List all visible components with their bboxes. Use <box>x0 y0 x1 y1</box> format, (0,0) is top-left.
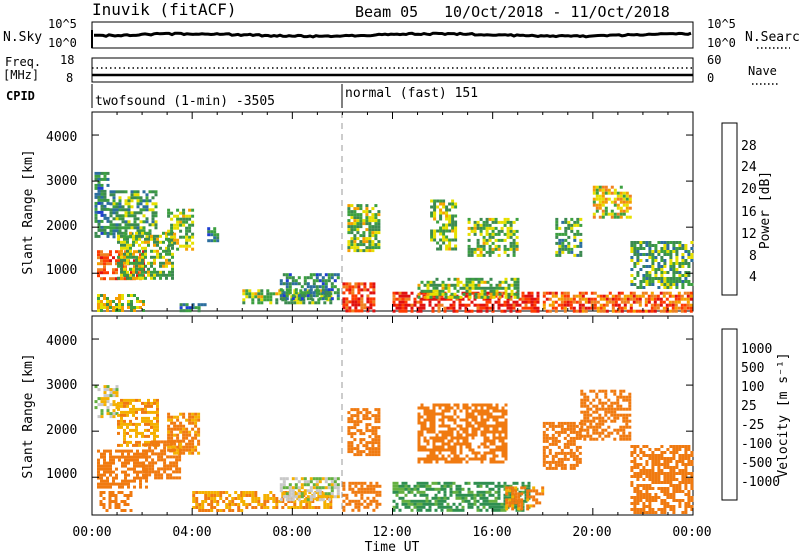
velocity-cbar-label: Velocity [m s⁻¹] <box>776 352 791 477</box>
xtick-0400: 04:00 <box>172 525 211 540</box>
vel-cbar-tick-m500: -500 <box>741 456 772 471</box>
velocity-axis-ticks <box>91 316 694 515</box>
freq-label-2: [MHz] <box>3 68 39 82</box>
velocity-ytick-1000: 1000 <box>46 467 77 482</box>
velocity-ytick-2000: 2000 <box>46 423 77 438</box>
date-range: 10/Oct/2018 - 11/Oct/2018 <box>444 3 670 21</box>
freq-right-tick-bottom: 0 <box>707 71 714 85</box>
freq-panel: Freq. [MHz] 18 8 60 0 Nave <box>3 53 780 85</box>
freq-left-tick-bottom: 8 <box>66 71 73 85</box>
power-cbar-tick-8: 8 <box>749 249 757 264</box>
station-title: Inuvik (fitACF) <box>92 0 237 19</box>
x-axis-label: Time UT <box>365 540 420 554</box>
cpid-mode-1: twofsound (1-min) -3505 <box>95 94 275 109</box>
velocity-data-cells <box>94 385 694 514</box>
power-ytick-3000: 3000 <box>46 174 77 189</box>
power-cbar-label: Power [dB] <box>758 171 773 249</box>
power-cbar-tick-20: 20 <box>741 182 757 197</box>
vel-cbar-tick-1000: 1000 <box>741 342 772 357</box>
freq-left-tick-top: 18 <box>60 53 74 67</box>
power-ylabel: Slant Range [km] <box>21 149 36 274</box>
xtick-1200: 12:00 <box>372 525 411 540</box>
xtick-0800: 08:00 <box>272 525 311 540</box>
power-cbar-tick-16: 16 <box>741 205 757 220</box>
vel-cbar-tick-m25: -25 <box>741 418 764 433</box>
power-cbar-tick-24: 24 <box>741 160 757 175</box>
x-axis: 00:00 04:00 08:00 12:00 16:00 20:00 00:0… <box>72 525 711 554</box>
power-data-cells <box>94 171 694 313</box>
velocity-ylabel: Slant Range [km] <box>21 353 36 478</box>
cpid-mode-2: normal (fast) 151 <box>345 86 478 101</box>
noise-left-label: N.Sky <box>3 30 42 45</box>
xtick-0000: 00:00 <box>72 525 111 540</box>
velocity-colorbar: 1000 500 100 25 -25 -100 -500 -1000 Velo… <box>721 328 791 501</box>
vel-cbar-tick-100: 100 <box>741 380 764 395</box>
power-ytick-1000: 1000 <box>46 263 77 278</box>
noise-right-tick-top: 10^5 <box>707 17 736 31</box>
power-cbar-tick-4: 4 <box>749 270 757 285</box>
noise-right-tick-bottom: 10^0 <box>707 36 736 50</box>
velocity-ytick-3000: 3000 <box>46 378 77 393</box>
power-colorbar: 28 24 20 16 12 8 4 Power [dB] <box>721 122 773 296</box>
xtick-1600: 16:00 <box>472 525 511 540</box>
noise-right-label: N.Search <box>745 30 800 45</box>
vel-cbar-tick-m1000: -1000 <box>741 475 780 490</box>
power-ytick-2000: 2000 <box>46 219 77 234</box>
vel-cbar-tick-500: 500 <box>741 361 764 376</box>
power-cbar-tick-28: 28 <box>741 139 757 154</box>
power-axis-ticks <box>91 112 694 311</box>
vel-cbar-tick-25: 25 <box>741 399 757 414</box>
power-panel: 4000 3000 2000 1000 Slant Range [km] <box>21 111 694 313</box>
beam-label: Beam 05 <box>355 3 418 21</box>
velocity-panel: 4000 3000 2000 1000 Slant Range [km] <box>21 315 694 516</box>
vel-cbar-tick-m100: -100 <box>741 437 772 452</box>
cpid-label: CPID <box>6 89 35 103</box>
cpid-row: CPID twofsound (1-min) -3505 normal (fas… <box>6 84 478 109</box>
noise-panel: N.Sky 10^5 10^0 10^5 10^0 N.Search <box>3 17 800 50</box>
noise-left-tick-top: 10^5 <box>48 17 77 31</box>
noise-sky-trace <box>94 31 692 39</box>
freq-right-tick-top: 60 <box>707 53 721 67</box>
power-ytick-4000: 4000 <box>46 130 77 145</box>
nave-label: Nave <box>748 64 777 78</box>
power-cbar-tick-12: 12 <box>741 227 757 242</box>
freq-label-1: Freq. <box>5 55 41 69</box>
velocity-ytick-4000: 4000 <box>46 334 77 349</box>
noise-left-tick-bottom: 10^0 <box>48 36 77 50</box>
xtick-2000: 20:00 <box>572 525 611 540</box>
xtick-2400: 00:00 <box>672 525 711 540</box>
